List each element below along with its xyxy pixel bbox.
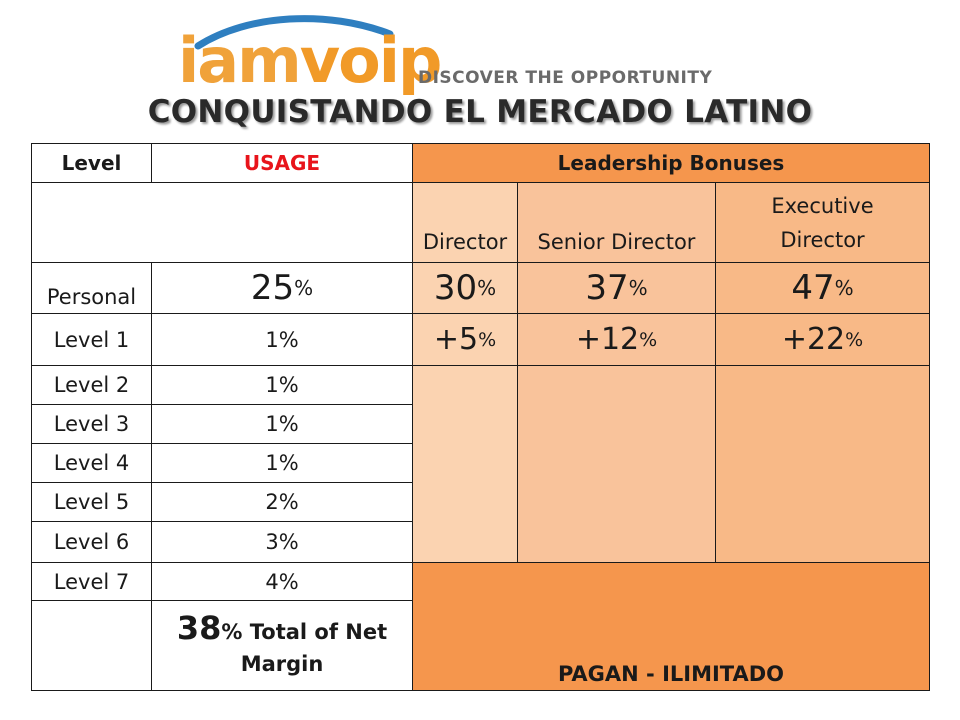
- executive-director-personal: 47%: [715, 262, 930, 314]
- usage-value: 1%: [265, 327, 299, 352]
- director-levels-2-6: [412, 365, 518, 563]
- senior-director-levels-2-6: [517, 365, 716, 563]
- bonus-header-bg: [412, 143, 930, 183]
- bonus-percent: %: [477, 276, 497, 300]
- usage-level-6: 3%: [151, 521, 413, 563]
- logo-swoosh-icon: [194, 15, 394, 50]
- level-personal: Personal: [31, 262, 152, 314]
- director-level-1: +5%: [412, 313, 518, 366]
- bonus-value: +22: [781, 322, 846, 357]
- logo-word-voip: voip: [299, 24, 443, 97]
- executive-director-level-1: +22%: [715, 313, 930, 366]
- bonus-value: +5: [433, 322, 479, 357]
- usage-value: 4%: [265, 569, 299, 594]
- usage-level-5: 2%: [151, 482, 413, 522]
- level-7: Level 7: [31, 562, 152, 601]
- usage-value: 1%: [265, 451, 299, 475]
- unlimited-block-bg: [412, 562, 930, 691]
- bonus-percent: %: [478, 328, 497, 351]
- level-label: Level 5: [53, 490, 130, 514]
- senior-director-level-1: +12%: [517, 313, 716, 366]
- usage-level-3: 1%: [151, 404, 413, 444]
- page-title: CONQUISTANDO EL MERCADO LATINO: [147, 94, 813, 130]
- logo-tagline: DISCOVER THE OPPORTUNITY: [418, 68, 713, 88]
- bonus-value: +12: [575, 322, 640, 357]
- executive-director-levels-2-6: [715, 365, 930, 563]
- level-label: Level 6: [53, 530, 130, 554]
- level-label: Level 4: [53, 451, 130, 475]
- usage-level-1: 1%: [151, 313, 413, 366]
- usage-personal: 25%: [151, 262, 413, 314]
- unlimited-block: PAGAN - ILIMITADO: [412, 562, 930, 691]
- level-6: Level 6: [31, 521, 152, 563]
- bonus-percent: %: [639, 328, 658, 351]
- level-label: Level 1: [53, 327, 130, 352]
- level-label: Level 7: [53, 569, 130, 594]
- total-empty-level: [31, 600, 152, 691]
- total-text: % Total of Net Margin: [221, 619, 388, 676]
- executive-director-column-bg: [715, 183, 930, 562]
- usage-percent: %: [294, 276, 314, 300]
- subheader-executive-director: Executive Director: [715, 182, 930, 263]
- usage-value: 2%: [265, 490, 299, 514]
- level-5: Level 5: [31, 482, 152, 522]
- header-usage: USAGE: [151, 143, 413, 183]
- director-column-bg: [412, 183, 517, 562]
- subheader-senior-director-label: Senior Director: [537, 230, 696, 254]
- commission-table: Level USAGE Leadership Bonuses Director …: [31, 143, 930, 691]
- level-4: Level 4: [31, 443, 152, 483]
- bonus-value: 47: [791, 268, 835, 308]
- iamvoip-logo: iamvoip DISCOVER THE OPPORTUNITY: [178, 10, 738, 102]
- logo-word-iam: iam: [178, 24, 302, 97]
- bonus-value: 30: [433, 268, 478, 308]
- level-2: Level 2: [31, 365, 152, 405]
- usage-value: 1%: [265, 412, 299, 436]
- usage-level-4: 1%: [151, 443, 413, 483]
- senior-director-column-bg: [517, 183, 715, 562]
- subheader-empty: [31, 182, 413, 263]
- level-label: Level 2: [53, 373, 130, 397]
- bonus-percent: %: [628, 276, 648, 300]
- usage-value: 3%: [265, 530, 299, 554]
- senior-director-personal: 37%: [517, 262, 716, 314]
- level-label: Personal: [46, 285, 137, 309]
- subheader-executive-director-label: Executive Director: [771, 193, 874, 252]
- bonus-percent: %: [834, 276, 854, 300]
- usage-value: 25: [250, 268, 295, 308]
- subheader-senior-director: Senior Director: [517, 182, 716, 263]
- usage-value: 1%: [265, 373, 299, 397]
- total-net-margin: 38% Total of Net Margin: [151, 600, 413, 691]
- usage-level-7: 4%: [151, 562, 413, 601]
- subheader-director: Director: [412, 182, 518, 263]
- usage-level-2: 1%: [151, 365, 413, 405]
- level-1: Level 1: [31, 313, 152, 366]
- subheader-director-label: Director: [422, 230, 508, 254]
- unlimited-label: PAGAN - ILIMITADO: [557, 662, 785, 686]
- header-leadership-bonuses: Leadership Bonuses: [412, 143, 930, 183]
- director-personal: 30%: [412, 262, 518, 314]
- header-level: Level: [31, 143, 152, 183]
- level-label: Level 3: [53, 412, 130, 436]
- bonus-percent: %: [845, 328, 864, 351]
- bonus-value: 37: [585, 268, 629, 308]
- total-percent-number: 38: [176, 608, 222, 647]
- level-3: Level 3: [31, 404, 152, 444]
